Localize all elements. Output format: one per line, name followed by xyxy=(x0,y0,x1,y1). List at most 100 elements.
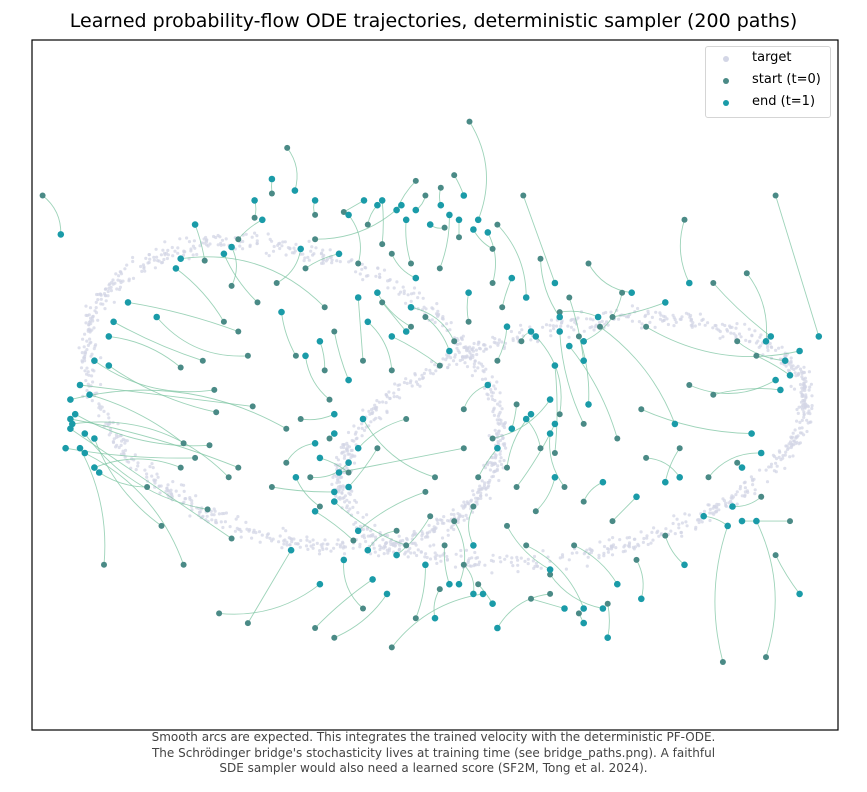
trajectory-path xyxy=(641,408,752,435)
target-point xyxy=(309,249,313,253)
target-point xyxy=(630,319,635,323)
start-point xyxy=(326,435,333,442)
target-point xyxy=(499,456,503,460)
target-point xyxy=(539,566,543,570)
start-point xyxy=(345,469,352,476)
target-point xyxy=(765,480,770,484)
end-point xyxy=(484,229,492,236)
target-point xyxy=(107,286,111,291)
end-point xyxy=(556,313,563,321)
trajectory-path xyxy=(271,486,335,493)
end-point xyxy=(479,590,487,598)
target-point xyxy=(491,397,495,401)
target-point xyxy=(610,553,615,557)
end-point xyxy=(364,546,372,554)
target-point xyxy=(155,472,159,476)
target-point xyxy=(680,534,684,538)
target-point xyxy=(602,544,607,549)
target-point xyxy=(352,522,356,526)
target-point xyxy=(176,246,180,250)
target-point xyxy=(99,356,103,360)
target-point xyxy=(123,448,128,452)
target-point xyxy=(683,512,687,516)
target-point xyxy=(109,289,113,293)
target-point xyxy=(85,339,89,343)
end-point xyxy=(561,605,568,612)
end-point xyxy=(393,551,400,559)
target-point xyxy=(429,371,433,375)
target-point xyxy=(789,384,793,388)
target-point xyxy=(799,390,803,394)
end-point xyxy=(767,333,775,340)
target-point xyxy=(209,509,213,513)
end-point xyxy=(551,362,559,369)
start-point xyxy=(470,503,477,510)
target-point xyxy=(136,464,140,468)
target-point xyxy=(790,436,794,440)
target-point xyxy=(750,334,754,338)
target-point xyxy=(387,547,392,551)
end-point xyxy=(585,401,592,408)
trajectory-path xyxy=(405,219,412,264)
target-point xyxy=(205,514,209,518)
target-point xyxy=(671,521,675,526)
end-point xyxy=(508,425,516,433)
end-point xyxy=(772,376,779,384)
target-point xyxy=(97,414,101,418)
start-point xyxy=(494,357,501,364)
start-point xyxy=(787,518,793,525)
target-point xyxy=(666,322,671,327)
end-point xyxy=(551,474,559,481)
target-point xyxy=(306,547,310,552)
target-point xyxy=(458,342,462,346)
target-point xyxy=(601,311,606,315)
target-point xyxy=(294,242,298,246)
start-point xyxy=(614,435,621,442)
trajectory-paths xyxy=(42,121,820,663)
target-point xyxy=(623,549,627,553)
target-point xyxy=(695,518,700,522)
target-point xyxy=(497,418,501,422)
target-point xyxy=(618,538,622,542)
target-point xyxy=(442,515,446,519)
target-point xyxy=(385,395,389,399)
target-point xyxy=(798,420,802,424)
target-point xyxy=(697,520,701,525)
target-point xyxy=(360,267,364,271)
target-point xyxy=(107,416,111,420)
trajectory-path xyxy=(362,418,436,478)
target-point xyxy=(449,512,453,516)
target-point xyxy=(803,398,807,402)
target-point xyxy=(766,348,770,353)
caption-line-2: The Schrödinger bridge's stochasticity l… xyxy=(151,745,716,760)
target-point xyxy=(466,558,470,563)
target-point xyxy=(636,306,640,311)
target-point xyxy=(167,489,171,493)
target-point xyxy=(104,287,108,291)
end-point xyxy=(71,410,79,418)
target-point xyxy=(423,535,428,539)
target-point xyxy=(369,552,373,556)
end-point xyxy=(662,299,669,306)
target-point xyxy=(794,436,798,440)
end-point xyxy=(566,342,573,350)
target-point xyxy=(498,459,502,463)
target-point xyxy=(345,504,349,508)
start-point xyxy=(604,600,611,607)
target-point xyxy=(439,559,443,563)
target-point xyxy=(282,542,286,546)
trajectory-path xyxy=(487,232,496,284)
target-point xyxy=(119,452,123,456)
target-point xyxy=(652,526,656,530)
target-point xyxy=(708,518,712,523)
target-point xyxy=(446,366,450,370)
target-point xyxy=(123,441,127,445)
target-point xyxy=(646,312,650,316)
start-point xyxy=(235,328,242,335)
target-point xyxy=(447,519,452,523)
target-point xyxy=(535,564,540,568)
target-point xyxy=(451,359,456,363)
end-point xyxy=(748,430,755,437)
target-point xyxy=(106,412,110,416)
